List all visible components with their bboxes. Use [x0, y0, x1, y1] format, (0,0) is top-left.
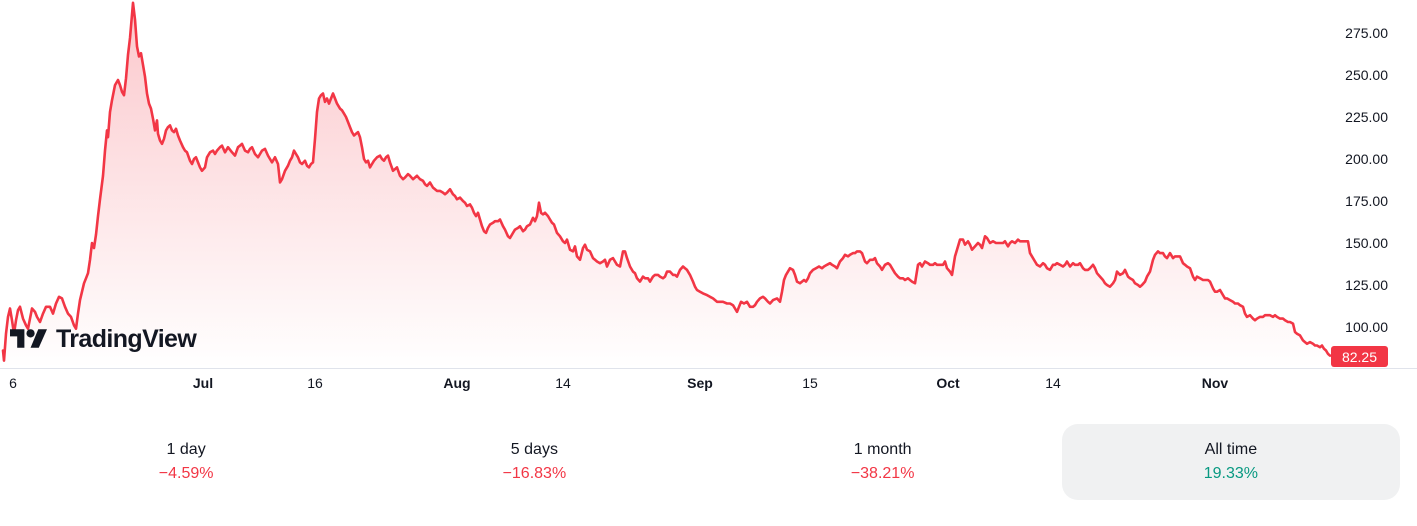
time-axis-label: 14 [1045, 375, 1061, 391]
period-change: −4.59% [158, 465, 214, 482]
time-axis-label: Jul [192, 375, 214, 391]
period-button-1-day[interactable]: 1 day −4.59% [17, 424, 355, 500]
price-axis-label: 100.00 [1345, 319, 1388, 335]
period-label: 1 day [166, 441, 206, 458]
time-axis-label: Nov [1201, 375, 1229, 391]
period-button-all-time[interactable]: All time 19.33% [1061, 424, 1400, 500]
period-button-1-month[interactable]: 1 month −38.21% [714, 424, 1052, 500]
price-axis-label: 225.00 [1345, 109, 1388, 125]
period-change: 19.33% [1203, 465, 1258, 482]
period-button-5-days[interactable]: 5 days −16.83% [365, 424, 703, 500]
last-price-badge: 82.25 [1331, 346, 1388, 368]
period-change: −16.83% [502, 465, 567, 482]
price-area-fill [3, 2, 1330, 368]
period-change: −38.21% [850, 465, 915, 482]
time-axis-label: Oct [936, 375, 960, 391]
price-axis-label: 275.00 [1345, 25, 1388, 41]
tradingview-logo[interactable]: TradingView [10, 325, 197, 354]
price-axis-label: 175.00 [1345, 193, 1388, 209]
period-label: All time [1204, 441, 1258, 458]
period-label: 1 month [853, 441, 912, 458]
time-axis-label: Aug [443, 375, 471, 391]
price-axis-label: 200.00 [1345, 151, 1388, 167]
price-line [1, 1, 1332, 362]
chart-canvas[interactable] [0, 0, 1417, 368]
tradingview-logo-text: TradingView [56, 325, 197, 353]
tradingview-logo-icon [10, 329, 47, 348]
period-selector: 1 day −4.59% 5 days −16.83% 1 month −38.21% Al… [12, 424, 1405, 500]
axis-separator-line [0, 368, 1417, 369]
time-axis-label: 15 [802, 375, 818, 391]
price-axis-label: 150.00 [1345, 235, 1388, 251]
time-axis-label: 6 [9, 375, 17, 391]
period-label: 5 days [510, 441, 558, 458]
time-axis-label: Sep [687, 375, 713, 391]
time-axis-label: 14 [555, 375, 571, 391]
price-axis-label: 125.00 [1345, 277, 1388, 293]
price-axis-label: 250.00 [1345, 67, 1388, 83]
time-axis-label: 16 [307, 375, 323, 391]
